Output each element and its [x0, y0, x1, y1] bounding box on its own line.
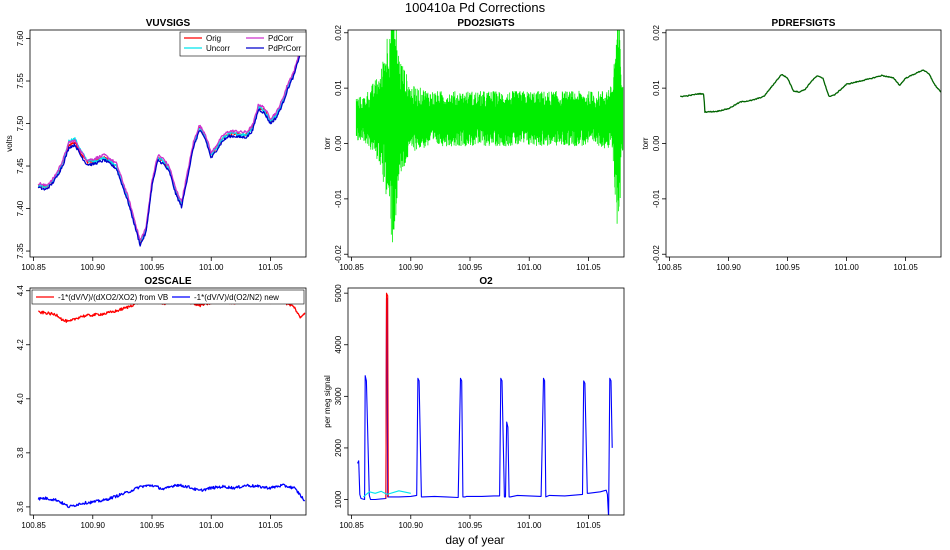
- data-series: [385, 292, 389, 499]
- y-tick-label: 7.40: [16, 200, 25, 216]
- y-tick-label: 0.01: [334, 80, 343, 96]
- data-series: [37, 483, 306, 509]
- x-tick-label: 101.05: [893, 263, 918, 272]
- x-tick-label: 101.05: [576, 521, 601, 530]
- y-axis-label: per meg signal: [323, 375, 332, 428]
- x-tick-label: 101.00: [517, 263, 542, 272]
- y-axis-label: volts: [5, 135, 14, 151]
- legend: -1*(dV/V)/(dXO2/XO2) from VB -1*(dV/V)/d(…: [31, 289, 305, 305]
- series-group: [37, 298, 306, 509]
- panel-title: PDREFSIGTS: [772, 18, 836, 29]
- x-tick-label: 100.95: [140, 263, 165, 272]
- y-tick-label: 4000: [334, 335, 343, 353]
- x-tick-label: 100.85: [21, 263, 46, 272]
- panel-o2: O2 100.85 100.90 100.95 101.00 101.05 1000 2000…: [323, 276, 625, 530]
- y-tick-label: 5000: [334, 284, 343, 302]
- figure-title: 100410a Pd Corrections: [405, 0, 546, 15]
- y-tick-label: 3.6: [16, 501, 25, 513]
- legend-label: -1*(dV/V)/d(O2/N2) new: [194, 293, 279, 302]
- y-tick-label: 7.60: [16, 30, 25, 46]
- x-tick-label: 100.90: [81, 521, 106, 530]
- panel-title: VUVSIGS: [146, 18, 191, 29]
- y-tick-label: 3.8: [16, 447, 25, 459]
- x-tick-label: 100.95: [458, 263, 483, 272]
- x-tick-label: 101.00: [517, 521, 542, 530]
- legend-box: [31, 289, 305, 305]
- plot-frame: [29, 29, 307, 258]
- x-tick-label: 100.90: [716, 263, 741, 272]
- x-tick-label: 100.90: [399, 263, 424, 272]
- x-tick-label: 101.05: [576, 263, 601, 272]
- y-tick-label: 1000: [334, 490, 343, 508]
- y-tick-label: -0.02: [652, 245, 661, 264]
- y-tick-label: 2000: [334, 438, 343, 456]
- x-tick-label: 100.95: [775, 263, 800, 272]
- y-tick-label: 4.4: [16, 285, 25, 297]
- y-tick-label: 4.0: [16, 393, 25, 405]
- y-tick-label: -0.02: [334, 245, 343, 264]
- y-tick-label: 0.02: [334, 24, 343, 40]
- y-tick-label: 7.50: [16, 115, 25, 131]
- data-series: [363, 490, 411, 498]
- y-tick-label: -0.01: [652, 189, 661, 208]
- panel-pdrefsigts: PDREFSIGTS 100.85 100.90 100.95 101.00 101.05…: [641, 18, 942, 272]
- y-axis-label: torr: [641, 137, 650, 149]
- legend-box: [179, 31, 307, 57]
- y-tick-label: 0.01: [652, 80, 661, 96]
- y-tick-label: 0.02: [652, 24, 661, 40]
- figure-xlabel: day of year: [445, 533, 504, 547]
- panel-title: O2SCALE: [144, 276, 192, 287]
- x-tick-label: 101.00: [199, 263, 224, 272]
- y-tick-label: 3000: [334, 387, 343, 405]
- panel-o2scale: O2SCALE 100.85 100.90 100.95 101.00 101.05 3.6…: [16, 276, 307, 530]
- y-tick-label: 0.00: [652, 135, 661, 151]
- plot-frame: [665, 29, 942, 258]
- plot-frame: [29, 287, 307, 516]
- panel-title: O2: [479, 276, 493, 287]
- x-tick-label: 101.00: [199, 521, 224, 530]
- x-tick-label: 100.85: [657, 263, 682, 272]
- y-axis-label: torr: [323, 137, 332, 149]
- data-series: [37, 35, 306, 241]
- y-tick-label: 7.45: [16, 158, 25, 174]
- y-tick-label: 4.2: [16, 339, 25, 351]
- x-tick-label: 100.95: [140, 521, 165, 530]
- y-tick-label: -0.01: [334, 189, 343, 208]
- x-tick-label: 101.00: [834, 263, 859, 272]
- legend-label: PdCorr: [268, 34, 294, 43]
- data-series: [355, 30, 624, 243]
- x-tick-label: 101.05: [258, 263, 283, 272]
- legend-label: Uncorr: [206, 44, 230, 53]
- panel-title: PDO2SIGTS: [457, 18, 515, 29]
- x-tick-label: 100.95: [458, 521, 483, 530]
- series-group: [37, 35, 306, 247]
- x-tick-label: 100.85: [339, 263, 364, 272]
- data-series: [37, 40, 306, 247]
- y-tick-label: 7.55: [16, 73, 25, 89]
- x-tick-label: 100.85: [339, 521, 364, 530]
- data-series: [37, 38, 305, 243]
- plot-frame: [347, 287, 625, 516]
- y-tick-label: 7.35: [16, 243, 25, 259]
- panel-pdo2sigts: PDO2SIGTS 100.85 100.90 100.95 101.00 101.05 -…: [323, 18, 625, 272]
- x-tick-label: 101.05: [258, 521, 283, 530]
- series-group: [357, 292, 613, 515]
- panel-vuvsigs: VUVSIGS 100.85 100.90 100.95 101.00 101.05 7.3…: [5, 18, 307, 272]
- legend-label: Orig: [206, 34, 221, 43]
- y-tick-label: 0.00: [334, 135, 343, 151]
- x-tick-label: 100.85: [21, 521, 46, 530]
- x-tick-label: 100.90: [399, 521, 424, 530]
- x-tick-label: 100.90: [81, 263, 106, 272]
- data-series: [37, 37, 306, 244]
- legend-label: -1*(dV/V)/(dXO2/XO2) from VB: [58, 293, 168, 302]
- series-group: [355, 30, 624, 243]
- data-series: [357, 297, 613, 515]
- data-series: [680, 69, 941, 113]
- legend-label: PdPrCorr: [268, 44, 302, 53]
- series-group: [680, 69, 941, 113]
